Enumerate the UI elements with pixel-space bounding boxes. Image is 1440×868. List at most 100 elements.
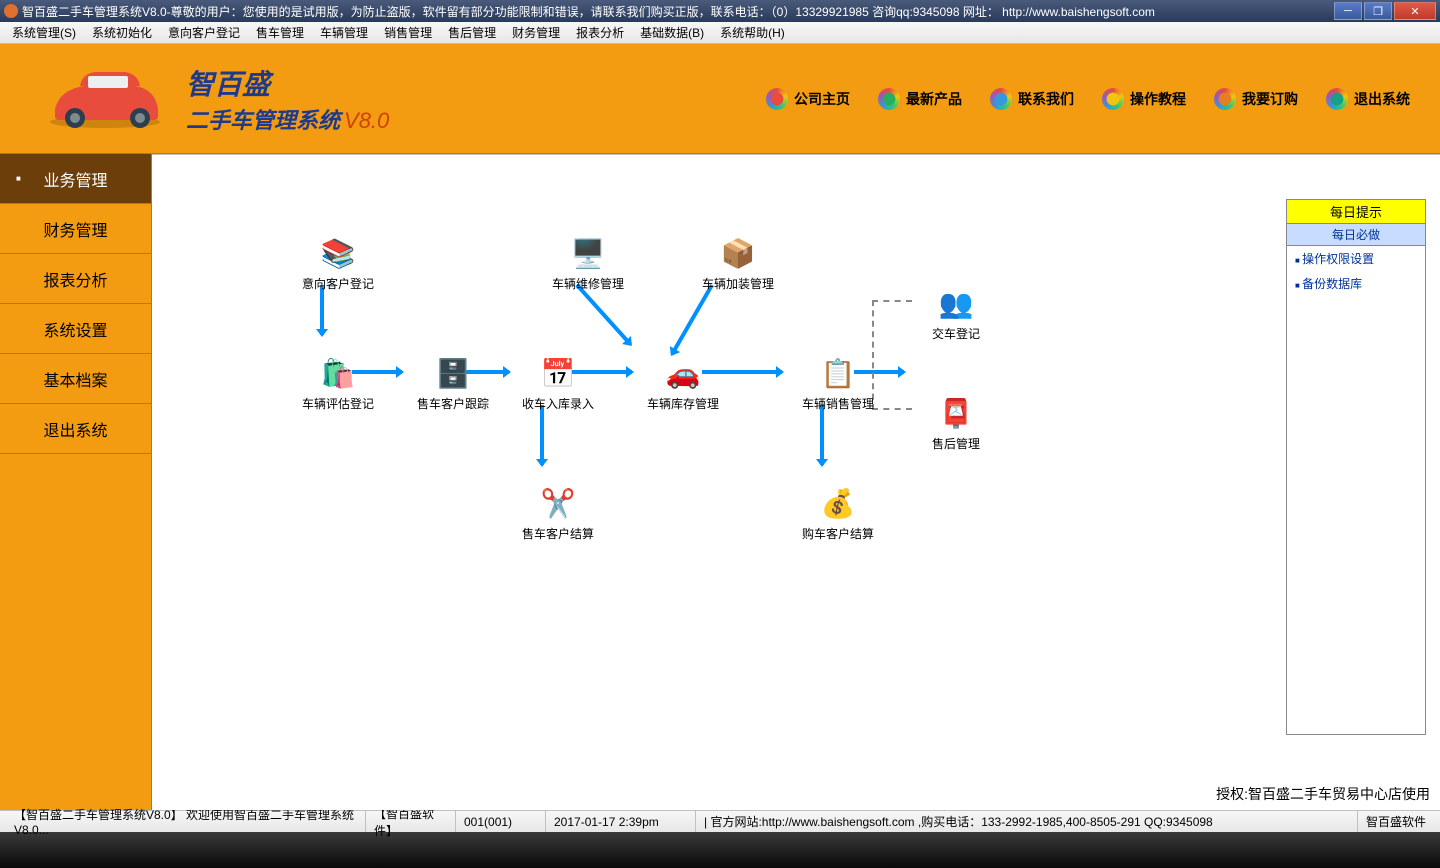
status-brand: 智百盛软件 — [1358, 811, 1434, 832]
menu-basedata[interactable]: 基础数据(B) — [632, 24, 712, 41]
arrow — [320, 285, 324, 335]
sidebar-item-3[interactable]: 系统设置 — [0, 304, 151, 354]
menu-system[interactable]: 系统管理(S) — [4, 24, 84, 41]
sidebar-item-0[interactable]: 业务管理 — [0, 154, 151, 204]
status-welcome: 【智百盛二手车管理系统V8.0】 欢迎使用智百盛二手车管理系统V8.0... — [6, 811, 366, 832]
status-software: 【智百盛软件】 — [366, 811, 456, 832]
flow-icon: 📅 — [540, 355, 576, 391]
status-contact: | 官方网站:http://www.baishengsoft.com ,购买电话… — [696, 811, 1358, 832]
flow-node-eval[interactable]: 🛍️车辆评估登记 — [302, 355, 374, 412]
os-taskbar — [0, 832, 1440, 868]
flow-node-sales[interactable]: 📋 车辆销售管理 — [802, 355, 874, 412]
brand-sub: 二手车管理系统 — [186, 103, 340, 135]
sidebar: 业务管理财务管理报表分析系统设置基本档案退出系统 — [0, 154, 152, 810]
flow-icon: 📮 — [938, 395, 974, 431]
flow-label: 售车客户结算 — [522, 525, 594, 542]
flow-label: 售后管理 — [932, 435, 980, 452]
topnav-label: 操作教程 — [1130, 89, 1186, 109]
flow-label: 意向客户登记 — [302, 275, 374, 292]
topnav-label: 我要订购 — [1242, 89, 1298, 109]
flow-icon: 💰 — [820, 485, 856, 521]
arrow — [540, 405, 544, 465]
topnav-icon — [878, 88, 900, 110]
flow-node-buysettle[interactable]: 💰 购车客户结算 — [802, 485, 874, 542]
sidebar-item-5[interactable]: 退出系统 — [0, 404, 151, 454]
flow-node-deliver[interactable]: 👥交车登记 — [932, 285, 980, 342]
logo-text: 智百盛 二手车管理系统 V8.0 — [186, 63, 389, 135]
status-datetime: 2017-01-17 2:39pm — [546, 811, 696, 832]
topnav-icon — [1102, 88, 1124, 110]
menu-init[interactable]: 系统初始化 — [84, 24, 160, 41]
flow-icon: ✂️ — [540, 485, 576, 521]
flow-icon: 📦 — [720, 235, 756, 271]
minimize-button[interactable]: ─ — [1334, 2, 1362, 20]
topnav-4[interactable]: 我要订购 — [1214, 88, 1298, 110]
content-area: 每日提示 每日必做 操作权限设置 备份数据库 授权:智百盛二手车贸易中心店使用 … — [152, 154, 1440, 810]
flow-label: 车辆加装管理 — [702, 275, 774, 292]
menu-help[interactable]: 系统帮助(H) — [712, 24, 793, 41]
main: 业务管理财务管理报表分析系统设置基本档案退出系统 每日提示 每日必做 操作权限设… — [0, 154, 1440, 810]
tips-header: 每日提示 — [1287, 200, 1425, 224]
topnav-label: 退出系统 — [1354, 89, 1410, 109]
tips-item-permission[interactable]: 操作权限设置 — [1287, 246, 1425, 271]
flow-label: 车辆库存管理 — [647, 395, 719, 412]
flow-node-addon[interactable]: 📦 车辆加装管理 — [702, 235, 774, 292]
menu-intent[interactable]: 意向客户登记 — [160, 24, 248, 41]
flow-node-stockin[interactable]: 📅 收车入库录入 — [522, 355, 594, 412]
flow-label: 车辆维修管理 — [552, 275, 624, 292]
sidebar-item-2[interactable]: 报表分析 — [0, 254, 151, 304]
app-icon — [4, 4, 18, 18]
topnav-1[interactable]: 最新产品 — [878, 88, 962, 110]
flow-icon: 🚗 — [665, 355, 701, 391]
menu-finance[interactable]: 财务管理 — [504, 24, 568, 41]
top-nav: 公司主页 最新产品 联系我们 操作教程 我要订购 退出系统 — [766, 88, 1410, 110]
flow-icon: 📚 — [320, 235, 356, 271]
menu-sellcar[interactable]: 售车管理 — [248, 24, 312, 41]
flow-node-intent[interactable]: 📚 意向客户登记 — [302, 235, 374, 292]
car-logo-icon — [40, 64, 170, 134]
topnav-icon — [1214, 88, 1236, 110]
arrow — [576, 284, 633, 346]
sidebar-item-4[interactable]: 基本档案 — [0, 354, 151, 404]
brand-name: 智百盛 — [186, 63, 389, 103]
menu-sales[interactable]: 销售管理 — [376, 24, 440, 41]
flow-node-track[interactable]: 🗄️ 售车客户跟踪 — [417, 355, 489, 412]
topnav-label: 联系我们 — [1018, 89, 1074, 109]
window-titlebar: 智百盛二手车管理系统V8.0-尊敬的用户：您使用的是试用版，为防止盗版，软件留有… — [0, 0, 1440, 22]
header: 智百盛 二手车管理系统 V8.0 公司主页 最新产品 联系我们 操作教程 我要订购 退出系… — [0, 44, 1440, 154]
topnav-0[interactable]: 公司主页 — [766, 88, 850, 110]
dashed-connector — [872, 300, 912, 410]
arrow — [670, 284, 713, 355]
flow-label: 购车客户结算 — [802, 525, 874, 542]
flow-node-inventory[interactable]: 🚗 车辆库存管理 — [647, 355, 719, 412]
logo-area: 智百盛 二手车管理系统 V8.0 — [40, 63, 389, 135]
tips-subheader: 每日必做 — [1287, 224, 1425, 246]
menu-vehicle[interactable]: 车辆管理 — [312, 24, 376, 41]
flow-icon: 🗄️ — [435, 355, 471, 391]
flow-icon: 📋 — [820, 355, 856, 391]
topnav-2[interactable]: 联系我们 — [990, 88, 1074, 110]
topnav-label: 最新产品 — [906, 89, 962, 109]
sidebar-item-1[interactable]: 财务管理 — [0, 204, 151, 254]
flow-icon: 👥 — [938, 285, 974, 321]
flow-label: 售车客户跟踪 — [417, 395, 489, 412]
maximize-button[interactable]: ❐ — [1364, 2, 1392, 20]
topnav-icon — [766, 88, 788, 110]
topnav-5[interactable]: 退出系统 — [1326, 88, 1410, 110]
flow-node-aftersale[interactable]: 📮 售后管理 — [932, 395, 980, 452]
flow-label: 车辆销售管理 — [802, 395, 874, 412]
flow-label: 收车入库录入 — [522, 395, 594, 412]
flow-label: 车辆评估登记 — [302, 395, 374, 412]
close-button[interactable]: ✕ — [1394, 2, 1436, 20]
menu-aftersale[interactable]: 售后管理 — [440, 24, 504, 41]
flow-node-maint[interactable]: 🖥️ 车辆维修管理 — [552, 235, 624, 292]
statusbar: 【智百盛二手车管理系统V8.0】 欢迎使用智百盛二手车管理系统V8.0... 【… — [0, 810, 1440, 832]
tips-panel: 每日提示 每日必做 操作权限设置 备份数据库 — [1286, 199, 1426, 735]
menu-reports[interactable]: 报表分析 — [568, 24, 632, 41]
brand-version: V8.0 — [344, 108, 389, 134]
topnav-3[interactable]: 操作教程 — [1102, 88, 1186, 110]
flow-icon: 🖥️ — [570, 235, 606, 271]
status-user: 001(001) — [456, 811, 546, 832]
tips-item-backup[interactable]: 备份数据库 — [1287, 271, 1425, 296]
flow-node-sellsettle[interactable]: ✂️ 售车客户结算 — [522, 485, 594, 542]
